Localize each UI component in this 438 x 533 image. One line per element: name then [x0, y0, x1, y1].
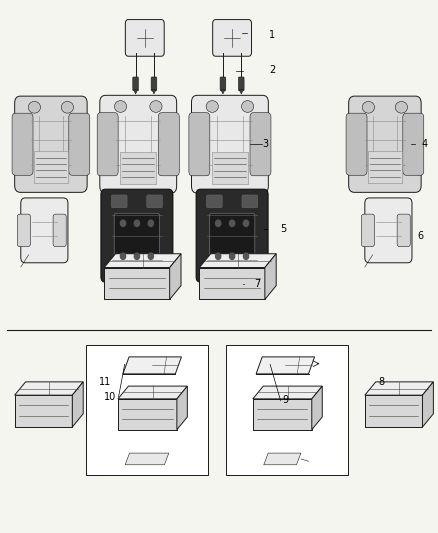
FancyBboxPatch shape	[111, 195, 127, 208]
FancyBboxPatch shape	[17, 214, 30, 247]
Ellipse shape	[28, 101, 40, 113]
Text: 4: 4	[422, 139, 428, 149]
FancyBboxPatch shape	[100, 95, 177, 193]
FancyBboxPatch shape	[209, 213, 255, 266]
Ellipse shape	[362, 101, 374, 113]
FancyBboxPatch shape	[191, 95, 268, 193]
FancyBboxPatch shape	[147, 195, 162, 208]
FancyBboxPatch shape	[12, 113, 33, 175]
FancyBboxPatch shape	[196, 189, 268, 282]
Bar	[368, 151, 402, 183]
Text: 1: 1	[269, 30, 276, 41]
FancyBboxPatch shape	[397, 214, 410, 247]
FancyBboxPatch shape	[151, 77, 157, 91]
FancyBboxPatch shape	[250, 112, 271, 176]
Circle shape	[134, 253, 140, 260]
Polygon shape	[72, 382, 83, 427]
FancyBboxPatch shape	[403, 113, 424, 175]
Text: 9: 9	[283, 395, 289, 406]
Bar	[120, 152, 156, 183]
Polygon shape	[199, 254, 276, 268]
Polygon shape	[256, 357, 314, 374]
FancyBboxPatch shape	[242, 195, 258, 208]
Polygon shape	[253, 399, 312, 430]
FancyBboxPatch shape	[53, 214, 66, 247]
Text: 11: 11	[99, 377, 111, 387]
Text: 10: 10	[104, 392, 117, 402]
Polygon shape	[365, 395, 423, 427]
FancyBboxPatch shape	[21, 198, 68, 263]
Polygon shape	[264, 453, 301, 465]
Text: 2: 2	[269, 65, 276, 75]
FancyBboxPatch shape	[125, 20, 164, 56]
Polygon shape	[170, 254, 181, 300]
FancyBboxPatch shape	[365, 198, 412, 263]
FancyBboxPatch shape	[133, 77, 138, 91]
Polygon shape	[125, 453, 169, 465]
Polygon shape	[123, 357, 181, 374]
FancyBboxPatch shape	[189, 112, 210, 176]
Circle shape	[134, 220, 140, 227]
Ellipse shape	[206, 101, 219, 112]
Polygon shape	[14, 395, 72, 427]
Ellipse shape	[150, 101, 162, 112]
Polygon shape	[177, 386, 187, 430]
FancyBboxPatch shape	[206, 195, 222, 208]
Ellipse shape	[61, 101, 74, 113]
Bar	[86, 345, 208, 475]
Circle shape	[148, 253, 153, 260]
Polygon shape	[14, 382, 83, 395]
Polygon shape	[118, 399, 177, 430]
Circle shape	[148, 220, 153, 227]
FancyBboxPatch shape	[158, 112, 179, 176]
Polygon shape	[104, 268, 170, 300]
Polygon shape	[423, 382, 433, 427]
Circle shape	[215, 253, 221, 260]
FancyBboxPatch shape	[213, 20, 251, 56]
Text: 5: 5	[280, 224, 286, 235]
Bar	[212, 152, 248, 183]
Polygon shape	[312, 386, 322, 430]
Text: 8: 8	[378, 377, 385, 387]
FancyBboxPatch shape	[238, 77, 244, 91]
FancyBboxPatch shape	[14, 96, 87, 192]
Bar	[226, 345, 348, 475]
Polygon shape	[134, 90, 138, 94]
FancyBboxPatch shape	[346, 113, 367, 175]
Polygon shape	[221, 90, 225, 94]
Polygon shape	[199, 268, 265, 300]
Polygon shape	[365, 382, 433, 395]
Polygon shape	[152, 90, 156, 94]
Circle shape	[230, 220, 235, 227]
Circle shape	[215, 220, 221, 227]
Text: 3: 3	[263, 139, 269, 149]
FancyBboxPatch shape	[361, 214, 374, 247]
Bar	[34, 151, 68, 183]
Polygon shape	[104, 254, 181, 268]
Circle shape	[244, 253, 249, 260]
Text: 6: 6	[418, 231, 424, 241]
Circle shape	[230, 253, 235, 260]
Circle shape	[120, 220, 126, 227]
Circle shape	[120, 253, 126, 260]
Polygon shape	[239, 90, 243, 94]
FancyBboxPatch shape	[97, 112, 118, 176]
Polygon shape	[265, 254, 276, 300]
Ellipse shape	[241, 101, 254, 112]
FancyBboxPatch shape	[101, 189, 173, 282]
Polygon shape	[118, 386, 187, 399]
FancyBboxPatch shape	[220, 77, 226, 91]
Ellipse shape	[396, 101, 407, 113]
Polygon shape	[253, 386, 322, 399]
Ellipse shape	[114, 101, 127, 112]
Text: 7: 7	[254, 279, 260, 288]
Circle shape	[244, 220, 249, 227]
FancyBboxPatch shape	[114, 213, 160, 266]
FancyBboxPatch shape	[69, 113, 90, 175]
FancyBboxPatch shape	[349, 96, 421, 192]
